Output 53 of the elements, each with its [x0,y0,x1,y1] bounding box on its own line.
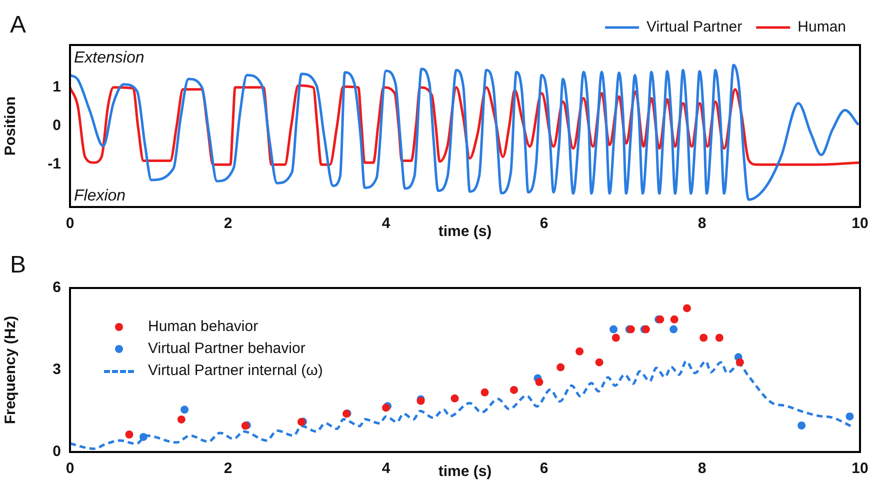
point [125,430,134,439]
point [612,334,620,342]
legend-label: Human behavior [148,317,258,337]
point [670,315,678,324]
point [610,325,618,334]
y-tick-label: 3 [52,361,61,378]
point [682,304,691,312]
x-axis-title: time (s) [438,463,492,480]
legend-label: Human [798,18,846,36]
point [736,358,744,366]
point [535,378,544,386]
point [715,334,724,342]
x-tick-label: 8 [698,215,706,232]
x-tick-label: 10 [852,460,868,478]
y-axis-title: Position [2,96,20,156]
x-tick-label: 6 [540,215,548,232]
point [177,415,186,424]
y-tick-label: -1 [48,156,61,173]
point [450,394,459,402]
point [510,386,518,394]
text: A [10,12,26,39]
x-tick-label: 8 [698,460,706,478]
point [180,406,189,414]
point [798,421,806,430]
legend-label: Virtual Partner internal (ω) [148,361,323,381]
x-axis-title: time (s) [438,223,492,240]
y-axis-title: Frequency (Hz) [2,316,20,424]
point [670,325,678,334]
text: B [10,252,26,279]
y-tick-label: 0 [52,443,61,460]
y-tick-label: 0 [52,117,61,134]
x-tick-label: 4 [382,215,391,232]
point [576,347,584,356]
y-tick-label: 1 [52,78,61,96]
x-tick-label: 2 [224,460,232,478]
point [480,388,489,396]
x-tick-label: 0 [66,460,74,478]
line-series [70,64,860,201]
point [595,358,604,366]
legend-label: Virtual Partner behavior [148,339,306,359]
annotation: Flexion [74,187,126,204]
x-tick-label: 4 [382,460,391,478]
legend-label: Virtual Partner [646,18,742,36]
annotation: Extension [74,49,144,66]
point [846,412,854,420]
x-tick-label: 2 [224,215,232,232]
point [139,432,148,441]
x-tick-label: 0 [66,215,74,232]
y-tick-label: 6 [52,279,61,296]
point [556,363,565,372]
x-tick-label: 10 [852,215,868,232]
x-tick-label: 6 [540,460,548,478]
point [700,334,708,342]
